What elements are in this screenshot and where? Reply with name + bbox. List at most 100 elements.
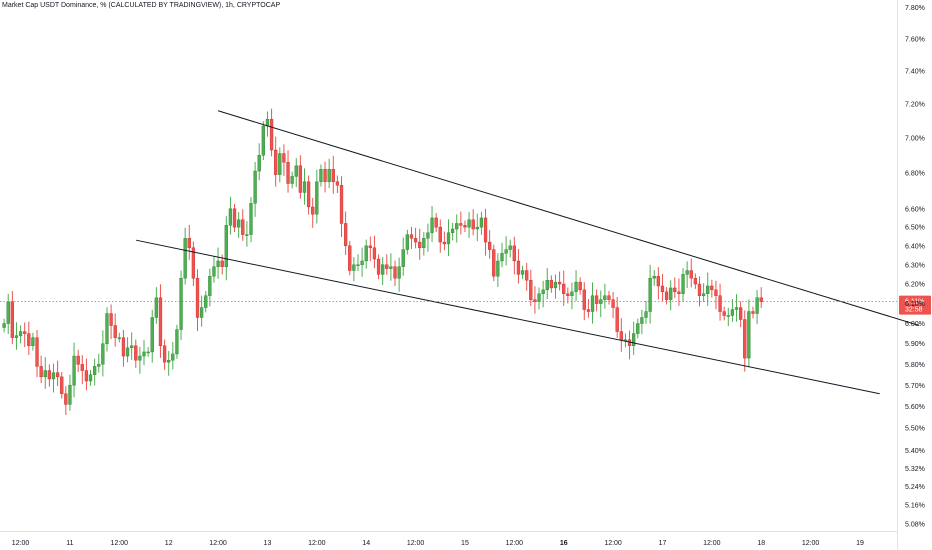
candle[interactable] (574, 270, 578, 302)
candle[interactable] (405, 229, 409, 255)
candle[interactable] (241, 209, 245, 241)
candle[interactable] (97, 353, 101, 373)
candle[interactable] (722, 306, 726, 321)
candle[interactable] (134, 339, 138, 368)
candle[interactable] (274, 136, 278, 187)
candle[interactable] (697, 276, 702, 307)
candle[interactable] (109, 304, 113, 340)
candle[interactable] (212, 256, 216, 283)
candle[interactable] (706, 272, 710, 306)
candle[interactable] (739, 301, 743, 328)
candle[interactable] (681, 268, 685, 302)
candle[interactable] (430, 205, 434, 242)
candle[interactable] (76, 349, 80, 373)
candle[interactable] (516, 248, 521, 284)
candle[interactable] (467, 212, 471, 238)
candle[interactable] (187, 224, 191, 260)
candle[interactable] (734, 294, 739, 322)
candle[interactable] (664, 287, 669, 305)
candle[interactable] (68, 374, 72, 411)
candle[interactable] (199, 295, 204, 327)
candle[interactable] (446, 219, 451, 257)
candle[interactable] (72, 342, 76, 398)
candle[interactable] (718, 283, 722, 321)
candle[interactable] (142, 339, 146, 366)
candle[interactable] (130, 332, 134, 360)
candle[interactable] (442, 231, 447, 251)
candle[interactable] (483, 208, 488, 256)
candle[interactable] (352, 257, 356, 282)
candle[interactable] (714, 280, 718, 310)
candle[interactable] (171, 342, 175, 370)
time-axis[interactable]: 12:00 11 12:00 12 12:00 13 12:00 14 12:00 15 12:00… (12, 540, 864, 547)
candle[interactable] (426, 223, 430, 252)
candle[interactable] (261, 121, 265, 161)
candle[interactable] (27, 321, 31, 355)
candle[interactable] (759, 287, 763, 308)
candle[interactable] (298, 155, 303, 199)
candle[interactable] (434, 213, 438, 232)
candle[interactable] (413, 227, 418, 249)
candle[interactable] (603, 283, 607, 309)
candle[interactable] (368, 236, 372, 262)
candle[interactable] (183, 227, 187, 285)
candle[interactable] (520, 265, 525, 280)
candle[interactable] (179, 270, 183, 341)
candle[interactable] (228, 196, 233, 235)
candle[interactable] (751, 306, 755, 319)
candle[interactable] (253, 161, 257, 217)
trendline-upper[interactable] (217, 110, 920, 326)
candle[interactable] (294, 158, 298, 188)
candle[interactable] (463, 220, 467, 232)
candle[interactable] (385, 254, 389, 275)
candle[interactable] (632, 321, 636, 355)
candle[interactable] (570, 282, 574, 310)
candle[interactable] (101, 330, 105, 377)
candle[interactable] (508, 239, 512, 258)
candle[interactable] (339, 176, 344, 238)
candle[interactable] (512, 236, 516, 275)
candle[interactable] (43, 357, 47, 389)
candle[interactable] (18, 325, 23, 344)
candle[interactable] (55, 360, 60, 387)
candle[interactable] (701, 283, 706, 303)
candle[interactable] (150, 309, 154, 363)
candle[interactable] (372, 235, 377, 269)
candle[interactable] (586, 299, 591, 318)
candle[interactable] (492, 244, 496, 282)
candle[interactable] (302, 168, 307, 205)
candle[interactable] (138, 346, 142, 374)
candle[interactable] (224, 216, 228, 281)
candle[interactable] (541, 280, 545, 308)
candle[interactable] (640, 309, 644, 335)
candle[interactable] (286, 150, 290, 193)
candle[interactable] (364, 239, 368, 269)
candle[interactable] (80, 355, 84, 385)
candle[interactable] (146, 347, 150, 357)
candle[interactable] (689, 258, 693, 288)
candle[interactable] (529, 269, 533, 306)
candle[interactable] (475, 213, 479, 242)
candle[interactable] (319, 164, 323, 187)
candle[interactable] (117, 332, 121, 343)
candle[interactable] (393, 260, 397, 286)
candle[interactable] (636, 318, 640, 339)
candle[interactable] (47, 364, 52, 387)
candle[interactable] (549, 275, 554, 293)
candle[interactable] (237, 212, 241, 238)
candle[interactable] (594, 289, 599, 312)
candle[interactable] (418, 228, 422, 260)
candle[interactable] (360, 247, 364, 277)
candle[interactable] (249, 197, 253, 243)
candle[interactable] (562, 270, 566, 306)
candle[interactable] (730, 299, 735, 322)
candle[interactable] (269, 108, 274, 157)
candle[interactable] (450, 222, 455, 241)
candle[interactable] (35, 329, 39, 378)
candle[interactable] (619, 318, 623, 352)
candle[interactable] (710, 279, 714, 298)
candle[interactable] (557, 271, 562, 291)
candle[interactable] (39, 355, 43, 384)
candle[interactable] (389, 253, 393, 281)
